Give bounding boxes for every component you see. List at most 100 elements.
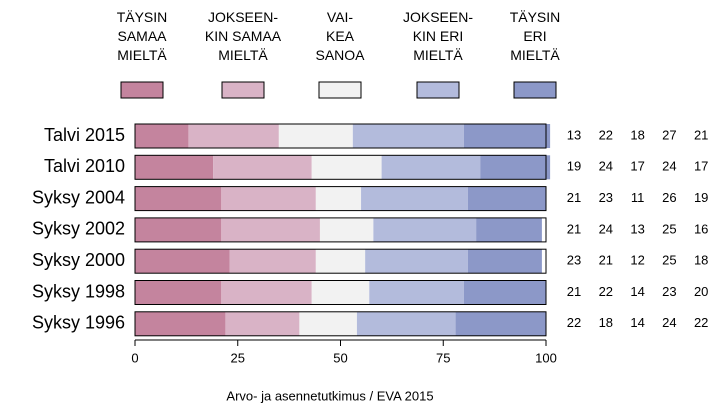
legend-swatch [120, 81, 164, 99]
bar-segment [135, 124, 189, 148]
legend-swatch [318, 81, 362, 99]
bar-segment [455, 311, 546, 336]
bar-segment [467, 186, 546, 211]
legend-swatch [221, 81, 265, 99]
value-label: 13 [567, 127, 581, 142]
bar-segment [352, 124, 464, 148]
bar-segment [311, 280, 370, 305]
value-label: 11 [631, 190, 645, 205]
value-label: 21 [567, 190, 581, 205]
bar-segment [225, 311, 300, 336]
value-label: 25 [662, 253, 676, 268]
bar-segment [135, 311, 226, 336]
value-label: 24 [599, 221, 613, 236]
bar-segment [311, 155, 382, 180]
x-tick-label: 50 [333, 350, 347, 365]
value-label: 20 [694, 284, 708, 299]
bar-segment [135, 249, 230, 274]
legend-label: TÄYSIN SAMAA MIELTÄ [117, 9, 168, 63]
bar-segment [356, 311, 456, 336]
category-label: Syksy 1998 [32, 281, 125, 301]
bar-outline [134, 280, 547, 305]
x-tick-label: 25 [231, 350, 245, 365]
bar-segment [135, 280, 222, 305]
value-label: 22 [599, 284, 613, 299]
value-label: 21 [567, 221, 581, 236]
bar-outline [134, 248, 547, 274]
value-label: 24 [599, 159, 613, 174]
value-label: 18 [599, 315, 613, 330]
value-label: 18 [630, 127, 644, 142]
bar-segment [188, 124, 279, 148]
value-label: 18 [694, 253, 708, 268]
bar-segment [221, 186, 316, 211]
category-label: Syksy 2000 [32, 250, 125, 270]
legend-label: JOKSEEN-KIN SAMAA MIELTÄ [205, 9, 282, 63]
value-label: 21 [694, 127, 708, 142]
bar-segment [221, 217, 320, 242]
value-label: 26 [662, 190, 676, 205]
bar-segment [373, 217, 477, 242]
bar-segment [365, 249, 468, 274]
category-label: Syksy 2002 [32, 219, 125, 239]
bar-segment [476, 217, 542, 242]
bar-segment [135, 217, 222, 242]
bar-segment [315, 249, 366, 274]
bar-segment [315, 186, 362, 211]
value-label: 23 [662, 284, 676, 299]
value-label: 17 [694, 159, 708, 174]
value-label: 14 [630, 315, 644, 330]
value-label: 21 [599, 253, 613, 268]
bar-outline [134, 154, 547, 180]
value-label: 13 [630, 221, 644, 236]
value-label: 27 [662, 127, 676, 142]
bar-segment [135, 186, 222, 211]
value-label: 22 [694, 315, 708, 330]
category-label: Talvi 2010 [44, 156, 125, 176]
value-label: 16 [694, 221, 708, 236]
value-label: 25 [662, 221, 676, 236]
value-label: 24 [662, 315, 676, 330]
legend-label: TÄYSIN ERI MIELTÄ [510, 9, 561, 63]
value-label: 23 [599, 190, 613, 205]
value-label: 22 [599, 127, 613, 142]
bar-outline [134, 311, 547, 337]
value-label: 19 [567, 159, 581, 174]
bar-outline [134, 186, 547, 212]
value-label: 23 [567, 253, 581, 268]
bar-segment [319, 217, 374, 242]
value-label: 19 [694, 190, 708, 205]
bar-segment [463, 124, 551, 148]
bar-segment [369, 280, 464, 305]
bar-segment [221, 280, 312, 305]
source: Arvo- ja asennetutkimus / EVA 2015 [226, 388, 433, 403]
bar-segment [361, 186, 468, 211]
category-label: Syksy 1996 [32, 313, 125, 333]
value-label: 24 [662, 159, 676, 174]
value-label: 17 [630, 159, 644, 174]
bar-segment [229, 249, 316, 274]
legend-label: VAI-KEA SANOA [315, 9, 365, 63]
value-label: 12 [630, 253, 644, 268]
value-label: 21 [567, 284, 581, 299]
bar-segment [278, 124, 353, 148]
x-tick-label: 100 [535, 350, 557, 365]
legend-swatch [416, 81, 460, 99]
bar-segment [381, 155, 481, 180]
bar-segment [463, 280, 546, 305]
category-label: Talvi 2015 [44, 125, 125, 145]
bar-segment [480, 155, 551, 180]
bar-segment [213, 155, 312, 180]
x-tick-label: 75 [436, 350, 450, 365]
value-label: 22 [567, 315, 581, 330]
bar-outline [134, 217, 547, 243]
category-label: Syksy 2004 [32, 187, 125, 207]
bar-outline [134, 123, 547, 149]
value-label: 14 [630, 284, 644, 299]
x-tick-label: 0 [131, 350, 138, 365]
legend-label: JOKSEEN-KIN ERI MIELTÄ [403, 9, 473, 63]
bar-segment [467, 249, 542, 274]
bar-segment [135, 155, 214, 180]
bar-segment [299, 311, 357, 336]
